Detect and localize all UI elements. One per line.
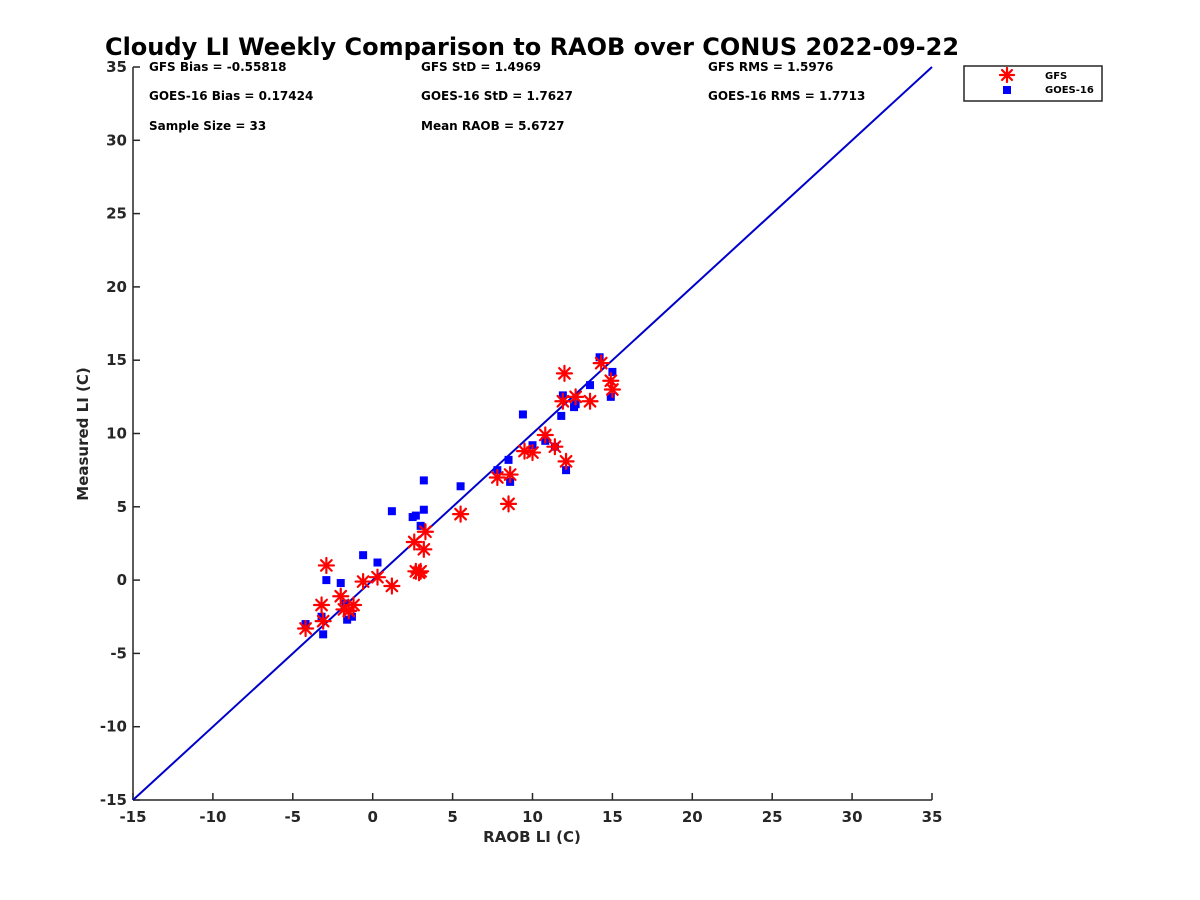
goes16-point <box>343 615 352 624</box>
stat-gfs-std: GFS StD = 1.4969 <box>421 60 541 74</box>
gfs-point <box>499 495 518 513</box>
gfs-point <box>451 505 470 523</box>
gfs-point <box>314 612 332 630</box>
x-tick-label: 0 <box>367 808 377 826</box>
gfs-point <box>317 556 335 575</box>
y-tick-label: 30 <box>106 131 127 149</box>
legend-gfs-label: GFS <box>1045 71 1067 82</box>
legend-goes-symbol <box>1003 86 1011 94</box>
gfs-point <box>383 577 401 595</box>
gfs-point <box>567 388 585 406</box>
x-tick-label: 20 <box>682 808 703 826</box>
x-tick-label: -5 <box>284 808 301 826</box>
gfs-point <box>312 596 331 614</box>
legend-goes-label: GOES-16 <box>1045 85 1094 96</box>
y-tick-label: 35 <box>106 58 127 76</box>
goes16-point <box>411 511 420 520</box>
stat-gfs-bias: GFS Bias = -0.55818 <box>149 60 286 74</box>
gfs-point <box>488 468 506 487</box>
goes16-point <box>608 367 617 376</box>
goes16-point <box>336 579 345 588</box>
x-tick-label: -10 <box>199 808 226 826</box>
y-tick-label: 15 <box>106 351 127 369</box>
stat-goes-rms: GOES-16 RMS = 1.7713 <box>708 89 865 103</box>
goes16-point <box>419 505 428 514</box>
y-tick-label: -15 <box>100 791 127 809</box>
legend: GFS GOES-16 <box>963 65 1103 102</box>
stat-sample-size: Sample Size = 33 <box>149 119 266 133</box>
legend-gfs-marker <box>998 66 1016 84</box>
one-to-one-line <box>132 66 933 801</box>
gfs-point <box>416 523 435 541</box>
goes16-point <box>419 476 428 485</box>
gfs-point <box>546 438 564 456</box>
goes16-point <box>387 507 396 516</box>
x-tick-label: 25 <box>762 808 783 826</box>
y-tick-label: -5 <box>110 644 127 662</box>
goes16-point <box>373 558 382 567</box>
gfs-point <box>415 540 433 558</box>
gfs-point <box>412 562 430 580</box>
gfs-point <box>603 380 622 399</box>
goes16-point <box>341 599 350 608</box>
gfs-point <box>405 533 423 551</box>
goes16-point <box>317 612 326 621</box>
goes16-point <box>518 410 527 419</box>
reference-line <box>132 66 933 801</box>
series-gfs <box>296 354 622 638</box>
gfs-point <box>368 568 387 586</box>
y-tick-label: 25 <box>106 205 127 223</box>
x-tick-label: 5 <box>447 808 457 826</box>
gfs-point <box>536 426 554 444</box>
chart-title: Cloudy LI Weekly Comparison to RAOB over… <box>105 33 959 61</box>
gfs-point <box>581 392 599 410</box>
gfs-point <box>501 465 519 484</box>
goes16-point <box>359 551 368 560</box>
y-tick-label: -10 <box>100 718 127 736</box>
y-tick-label: 5 <box>117 498 127 516</box>
y-axis-ticks: -15 -10 -5 0 5 10 15 20 25 30 35 <box>100 58 140 809</box>
goes16-point <box>586 381 595 390</box>
x-axis-ticks: -15 -10 -5 0 5 10 15 20 25 30 35 <box>119 793 942 826</box>
legend-box <box>963 65 1103 102</box>
gfs-point <box>344 596 363 614</box>
gfs-point <box>555 364 574 382</box>
gfs-point <box>354 572 372 591</box>
goes16-point <box>456 482 465 491</box>
goes16-point <box>562 466 571 475</box>
goes16-point <box>319 630 328 639</box>
x-tick-label: -15 <box>119 808 146 826</box>
x-tick-label: 10 <box>522 808 543 826</box>
gfs-point <box>592 354 610 372</box>
gfs-point <box>296 619 315 638</box>
y-tick-label: 10 <box>106 425 127 443</box>
legend-goes-marker <box>1003 86 1011 94</box>
x-axis-label: RAOB LI (C) <box>483 828 581 846</box>
stat-gfs-rms: GFS RMS = 1.5976 <box>708 60 833 74</box>
goes16-point <box>595 353 604 362</box>
gfs-point <box>554 392 572 410</box>
gfs-point <box>523 443 542 462</box>
gfs-point <box>332 587 350 605</box>
stat-mean-raob: Mean RAOB = 5.6727 <box>421 119 565 133</box>
stat-goes-bias: GOES-16 Bias = 0.17424 <box>149 89 313 103</box>
y-tick-label: 0 <box>117 571 127 589</box>
goes16-point <box>322 576 331 585</box>
y-tick-label: 20 <box>106 278 127 296</box>
x-tick-label: 30 <box>842 808 863 826</box>
goes16-point <box>347 612 356 621</box>
goes16-point <box>557 411 566 420</box>
goes16-point <box>606 392 615 401</box>
x-tick-label: 15 <box>602 808 623 826</box>
x-tick-label: 35 <box>922 808 943 826</box>
goes16-point <box>504 455 513 464</box>
legend-gfs-symbol <box>998 66 1016 84</box>
y-axis-label: Measured LI (C) <box>74 367 92 500</box>
gfs-point <box>557 452 575 470</box>
plot-area <box>296 353 622 639</box>
stat-goes-std: GOES-16 StD = 1.7627 <box>421 89 573 103</box>
